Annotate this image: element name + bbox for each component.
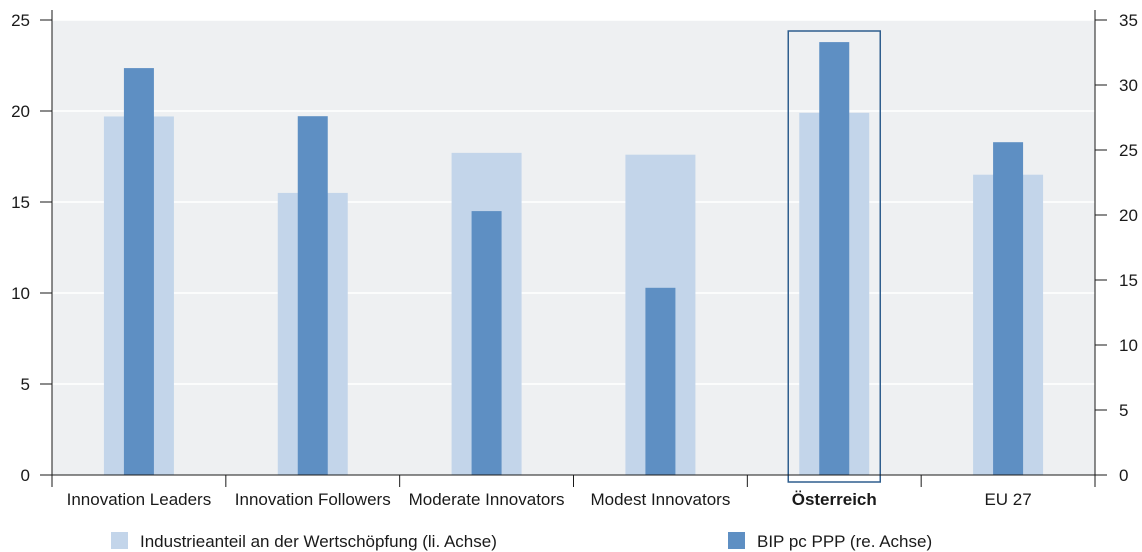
left-tick-label: 20	[11, 102, 30, 121]
right-tick-label: 25	[1119, 141, 1138, 160]
legend-label-gdp-per-capita: BIP pc PPP (re. Achse)	[757, 532, 932, 551]
left-tick-label: 25	[11, 11, 30, 30]
bar-gdp-per-capita	[297, 116, 328, 475]
right-tick-label: 35	[1119, 11, 1138, 30]
right-tick-label: 15	[1119, 271, 1138, 290]
right-tick-label: 0	[1119, 466, 1128, 485]
left-axis-ticks: 0 5 10 15 20 25	[11, 11, 52, 485]
right-tick-label: 20	[1119, 206, 1138, 225]
left-tick-label: 5	[21, 375, 30, 394]
axes	[40, 10, 1107, 487]
right-axis-ticks: 0 5 10 15 20 25 30 35	[1095, 11, 1138, 485]
left-tick-label: 15	[11, 193, 30, 212]
category-labels: Innovation Leaders Innovation Followers Mo…	[67, 490, 1032, 509]
category-label: Innovation Followers	[235, 490, 391, 509]
gridlines	[52, 19, 1095, 385]
right-tick-label: 5	[1119, 401, 1128, 420]
category-label: EU 27	[984, 490, 1031, 509]
left-tick-label: 0	[21, 466, 30, 485]
bar-gdp-per-capita	[993, 142, 1024, 475]
legend-swatch-gdp-per-capita	[728, 532, 745, 549]
bar-gdp-per-capita	[123, 68, 154, 475]
legend-label-industry-share: Industrieanteil an der Wertschöpfung (li…	[140, 532, 497, 551]
austria-highlight-frame	[787, 30, 881, 483]
right-tick-label: 10	[1119, 336, 1138, 355]
legend-swatch-industry-share	[111, 532, 128, 549]
bar-gdp-per-capita	[819, 42, 850, 475]
category-label: Moderate Innovators	[409, 490, 565, 509]
category-label: Österreich	[792, 490, 877, 509]
gdp-per-capita-bars	[123, 42, 1024, 475]
plot-area-background	[52, 20, 1095, 475]
bar-gdp-per-capita	[471, 211, 502, 475]
category-label: Modest Innovators	[590, 490, 730, 509]
left-tick-label: 10	[11, 284, 30, 303]
category-label: Innovation Leaders	[67, 490, 212, 509]
legend: Industrieanteil an der Wertschöpfung (li…	[111, 532, 932, 551]
right-tick-label: 30	[1119, 76, 1138, 95]
bar-gdp-per-capita	[645, 287, 676, 475]
